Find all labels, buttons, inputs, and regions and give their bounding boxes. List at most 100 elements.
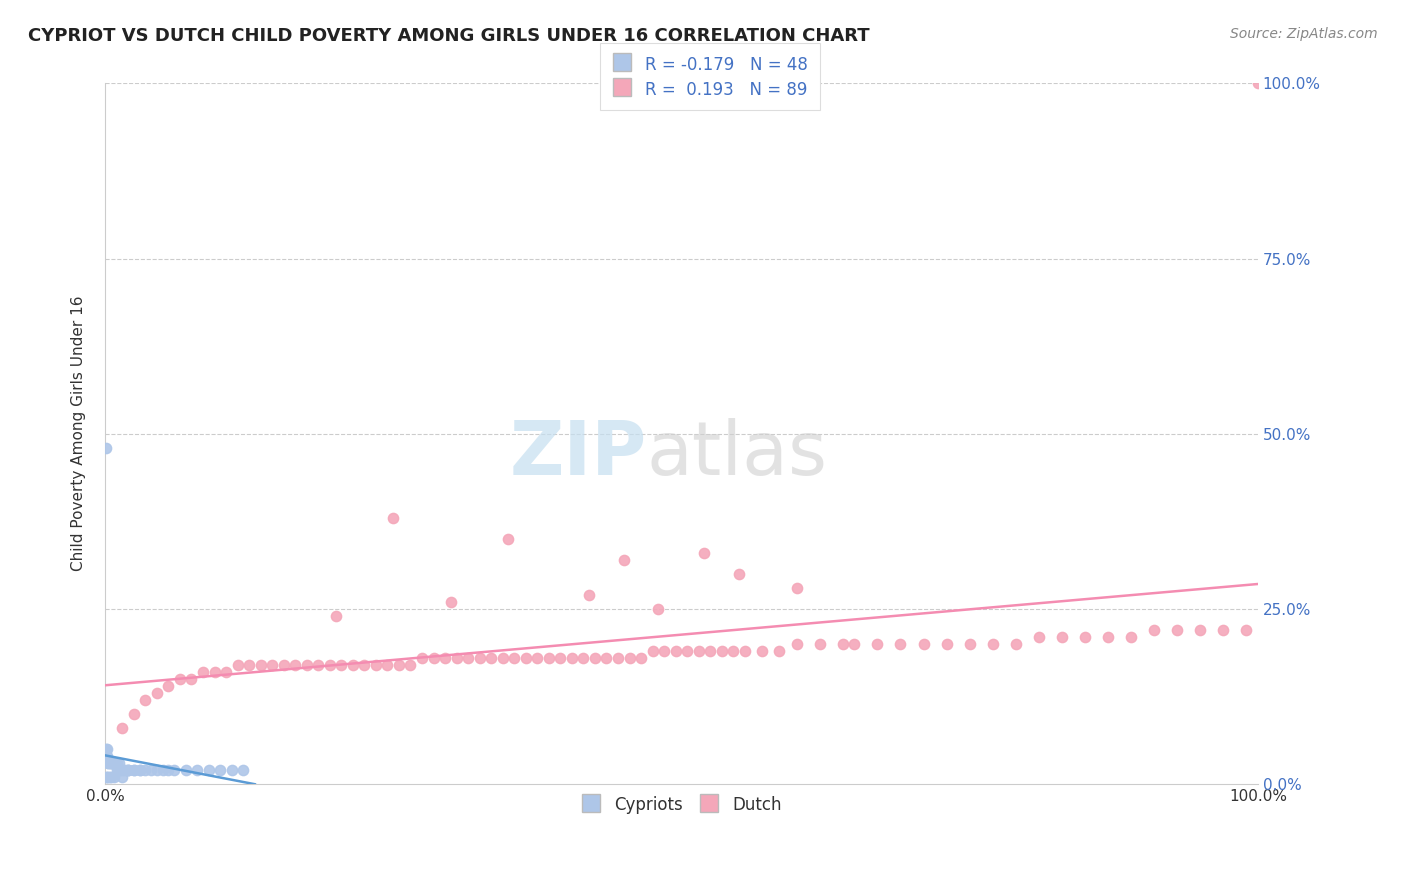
Point — [665, 643, 688, 657]
Point — [101, 756, 124, 770]
Text: ZIP: ZIP — [509, 418, 647, 491]
Point — [595, 650, 617, 665]
Point — [104, 756, 127, 770]
Point — [498, 532, 520, 546]
Point — [284, 657, 307, 672]
Point — [808, 637, 831, 651]
Point — [688, 643, 710, 657]
Point — [330, 657, 353, 672]
Point — [96, 741, 118, 756]
Point — [128, 763, 150, 777]
Point — [751, 643, 773, 657]
Point — [111, 721, 134, 735]
Point — [122, 706, 145, 721]
Point — [583, 650, 606, 665]
Point — [377, 657, 399, 672]
Point — [676, 643, 699, 657]
Point — [935, 637, 957, 651]
Point — [97, 756, 120, 770]
Point — [100, 770, 122, 784]
Point — [191, 665, 214, 679]
Point — [111, 763, 134, 777]
Point — [152, 763, 174, 777]
Point — [537, 650, 560, 665]
Text: atlas: atlas — [647, 418, 828, 491]
Point — [652, 643, 675, 657]
Point — [866, 637, 889, 651]
Point — [353, 657, 375, 672]
Point — [1189, 623, 1212, 637]
Point — [157, 679, 180, 693]
Point — [728, 566, 751, 581]
Point — [647, 601, 669, 615]
Point — [94, 748, 117, 763]
Point — [146, 763, 169, 777]
Point — [204, 665, 226, 679]
Point — [128, 763, 150, 777]
Point — [97, 770, 120, 784]
Point — [578, 588, 600, 602]
Point — [607, 650, 630, 665]
Point — [249, 657, 271, 672]
Point — [1028, 630, 1050, 644]
Point — [619, 650, 641, 665]
Point — [723, 643, 745, 657]
Point — [981, 637, 1004, 651]
Point — [734, 643, 756, 657]
Point — [226, 657, 249, 672]
Point — [844, 637, 866, 651]
Point — [139, 763, 162, 777]
Point — [550, 650, 572, 665]
Point — [134, 763, 156, 777]
Point — [96, 748, 118, 763]
Point — [613, 552, 636, 566]
Point — [262, 657, 284, 672]
Legend: Cypriots, Dutch: Cypriots, Dutch — [571, 785, 792, 824]
Point — [440, 595, 463, 609]
Point — [122, 763, 145, 777]
Point — [399, 657, 422, 672]
Point — [388, 657, 411, 672]
Point — [174, 763, 197, 777]
Point — [105, 763, 128, 777]
Point — [411, 650, 433, 665]
Point — [122, 763, 145, 777]
Point — [209, 763, 232, 777]
Point — [641, 643, 664, 657]
Point — [699, 643, 721, 657]
Point — [94, 741, 117, 756]
Point — [94, 770, 117, 784]
Point — [163, 763, 186, 777]
Point — [111, 770, 134, 784]
Text: Source: ZipAtlas.com: Source: ZipAtlas.com — [1230, 27, 1378, 41]
Point — [1247, 77, 1270, 91]
Point — [319, 657, 342, 672]
Text: CYPRIOT VS DUTCH CHILD POVERTY AMONG GIRLS UNDER 16 CORRELATION CHART: CYPRIOT VS DUTCH CHILD POVERTY AMONG GIR… — [28, 27, 870, 45]
Point — [1119, 630, 1142, 644]
Point — [232, 763, 254, 777]
Point — [342, 657, 364, 672]
Point — [307, 657, 329, 672]
Point — [572, 650, 595, 665]
Point — [101, 756, 124, 770]
Point — [959, 637, 981, 651]
Point — [98, 756, 121, 770]
Point — [114, 763, 136, 777]
Point — [108, 756, 131, 770]
Y-axis label: Child Poverty Among Girls Under 16: Child Poverty Among Girls Under 16 — [72, 296, 86, 572]
Point — [1050, 630, 1073, 644]
Point — [382, 510, 405, 524]
Point — [1212, 623, 1234, 637]
Point — [221, 763, 243, 777]
Point — [1234, 623, 1257, 637]
Point — [103, 756, 125, 770]
Point — [197, 763, 219, 777]
Point — [515, 650, 537, 665]
Point — [100, 756, 122, 770]
Point — [105, 756, 128, 770]
Point — [117, 763, 139, 777]
Point — [180, 672, 202, 686]
Point — [561, 650, 583, 665]
Point — [186, 763, 208, 777]
Point — [710, 643, 733, 657]
